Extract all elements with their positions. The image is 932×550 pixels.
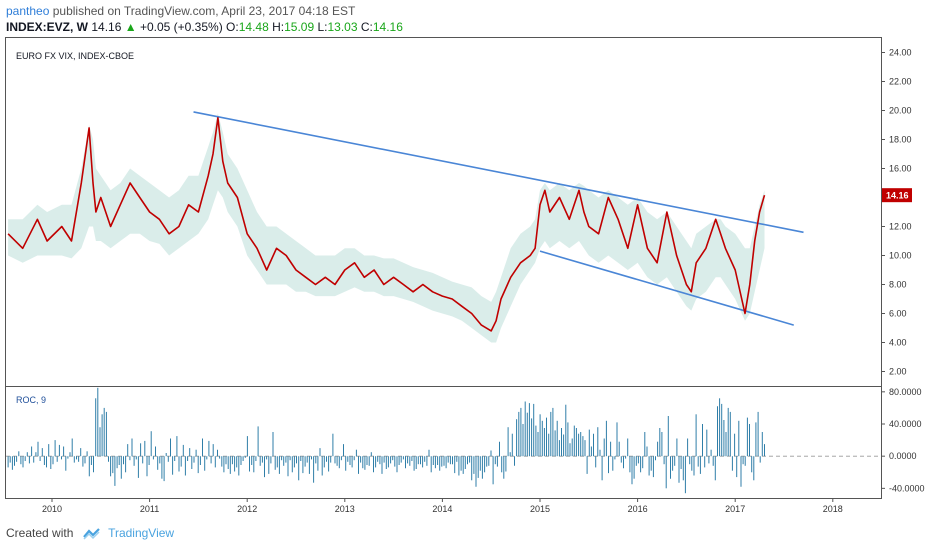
trendline-2[interactable] — [539, 250, 794, 326]
last-price-badge-label: 14.16 — [886, 191, 909, 201]
price-change: +0.05 (+0.35%) — [139, 20, 223, 34]
last-price: 14.16 — [91, 20, 122, 34]
tradingview-logo-icon — [82, 528, 100, 540]
close-label: C: — [360, 20, 373, 34]
created-with-text: Created with — [6, 526, 74, 540]
roc-pane — [6, 387, 881, 494]
band-area — [8, 113, 765, 343]
close-value: 14.16 — [372, 20, 403, 34]
y-tick-label: 12.00 — [889, 222, 912, 232]
frame — [5, 37, 882, 499]
trendline-1[interactable] — [193, 111, 804, 234]
y-tick-label: 22.00 — [889, 77, 912, 87]
publish-info: pantheo published on TradingView.com, Ap… — [6, 3, 926, 19]
y-tick-label: 2.00 — [889, 367, 907, 377]
roc-y-tick-label: 80.0000 — [889, 387, 922, 397]
high-value: 15.09 — [284, 20, 315, 34]
author-link[interactable]: pantheo — [6, 4, 50, 18]
low-label: L: — [317, 20, 328, 34]
price-line[interactable] — [7, 117, 766, 332]
roc-y-tick-label: -40.0000 — [889, 483, 925, 493]
x-tick-label: 2016 — [628, 504, 648, 514]
symbol-info: INDEX:EVZ, W 14.16 ▲ +0.05 (+0.35%) O:14… — [6, 19, 926, 35]
x-tick-label: 2018 — [823, 504, 843, 514]
open-label: O: — [226, 20, 239, 34]
y-tick-label: 4.00 — [889, 338, 907, 348]
main-chart-title: EURO FX VIX, INDEX-CBOE — [16, 51, 134, 61]
low-value: 13.03 — [327, 20, 358, 34]
y-tick-label: 16.00 — [889, 164, 912, 174]
y-tick-label: 6.00 — [889, 309, 907, 319]
x-tick-label: 2014 — [432, 504, 452, 514]
last-price-badge — [882, 188, 912, 203]
x-tick-label: 2017 — [725, 504, 745, 514]
footer: Created with TradingView — [6, 526, 174, 540]
y-tick-label: 20.00 — [889, 106, 912, 116]
axes: 24.0022.0020.0018.0016.0014.0012.0010.00… — [42, 48, 925, 515]
published-text: published on TradingView.com, April 23, … — [52, 4, 356, 18]
x-tick-label: 2015 — [530, 504, 550, 514]
up-arrow-icon: ▲ — [124, 20, 137, 34]
open-value: 14.48 — [238, 20, 269, 34]
symbol-label[interactable]: INDEX:EVZ, W — [6, 20, 89, 34]
x-tick-label: 2010 — [42, 504, 62, 514]
y-tick-label: 24.00 — [889, 48, 912, 58]
chart-header: pantheo published on TradingView.com, Ap… — [6, 3, 926, 35]
roc-y-tick-label: 0.0000 — [889, 451, 917, 461]
x-tick-label: 2013 — [335, 504, 355, 514]
tradingview-brand[interactable]: TradingView — [108, 526, 175, 540]
y-tick-label: 10.00 — [889, 251, 912, 261]
high-label: H: — [272, 20, 285, 34]
y-tick-label: 8.00 — [889, 280, 907, 290]
y-tick-label: 18.00 — [889, 135, 912, 145]
x-tick-label: 2011 — [140, 504, 159, 514]
price-pane — [7, 111, 804, 343]
roc-y-tick-label: 40.0000 — [889, 419, 922, 429]
x-tick-label: 2012 — [237, 504, 257, 514]
roc-title: ROC, 9 — [16, 395, 46, 405]
